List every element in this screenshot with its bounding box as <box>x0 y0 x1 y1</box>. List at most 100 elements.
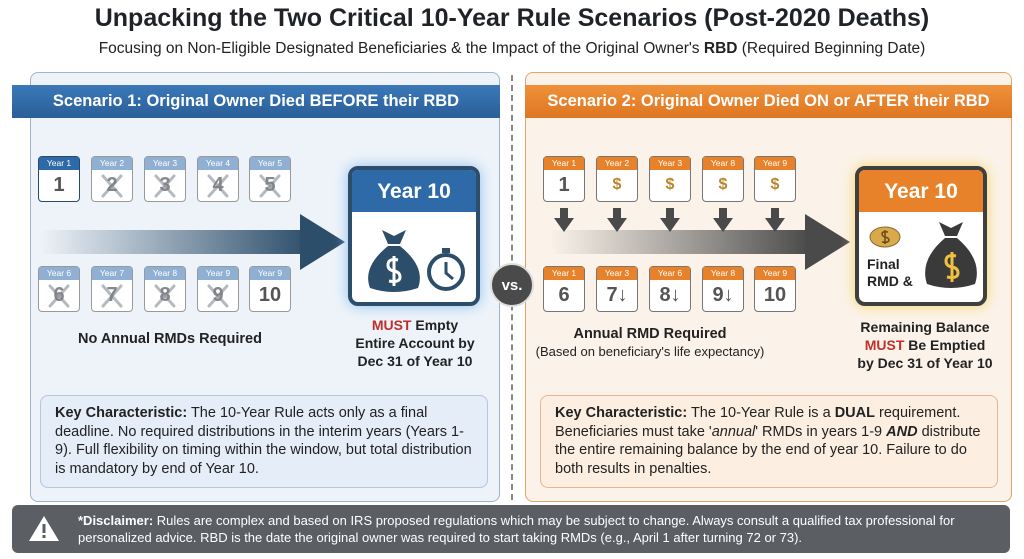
coin-icon: $ <box>612 176 622 193</box>
coin-icon: $ <box>665 176 675 193</box>
key-text: The 10-Year Rule is a <box>687 405 835 421</box>
calendar-label: Year 1 <box>544 157 584 170</box>
result-line: Empty <box>411 317 459 333</box>
calendar-year: Year 9 10 <box>754 266 796 312</box>
down-arrows <box>554 208 785 232</box>
calendar-label: Year 8 <box>145 267 185 280</box>
calendar-year: Year 8 $ <box>702 156 744 202</box>
calendar-year: Year 1 1 <box>38 156 80 202</box>
calendar-number: 7 <box>106 284 118 306</box>
calendar-year: Year 6 8↓ <box>649 266 691 312</box>
result-line: by Dec 31 of Year 10 <box>857 355 993 371</box>
calendar-label: Year 6 <box>39 267 79 280</box>
year10-calendar-scenario2: Year 10 Final RMD & <box>855 166 987 306</box>
result-line: Remaining Balance <box>860 319 990 335</box>
calendar-number: 1 <box>558 174 570 196</box>
final-rmd-text: Final RMD & <box>867 256 913 289</box>
calendar-year: Year 6 6 <box>38 266 80 312</box>
calendar-year: Year 9 10 <box>249 266 291 312</box>
calendar-label: Year 8 <box>703 267 743 280</box>
key-text: The 10-Year Rule acts only as a final de… <box>55 405 472 477</box>
calendar-year: Year 5 5 <box>249 156 291 202</box>
calendar-number: 6 <box>558 284 570 306</box>
disclaimer-text: Rules are complex and based on IRS propo… <box>78 513 955 545</box>
scenario1-key-characteristic: Key Characteristic: The 10-Year Rule act… <box>40 395 488 488</box>
calendar-label: Year 8 <box>703 157 743 170</box>
calendar-year: Year 8 8 <box>144 266 186 312</box>
calendar-number: 3 <box>159 174 171 196</box>
calendar-label: Year 3 <box>145 157 185 170</box>
scenario1-caption: No Annual RMDs Required <box>78 331 262 347</box>
page-title: Unpacking the Two Critical 10-Year Rule … <box>94 4 930 32</box>
calendar-year: Year 1 1 <box>543 156 585 202</box>
key-text: distribute the entire remaining balance … <box>555 423 981 477</box>
must-text: MUST <box>371 317 412 333</box>
calendar-label: Year 1 <box>39 157 79 170</box>
calendar-year: Year 2 2 <box>91 156 133 202</box>
calendar-year: Year 4 4 <box>197 156 239 202</box>
calendar-number: 9↓ <box>712 284 734 306</box>
key-label: Key Characteristic: <box>55 405 188 421</box>
calendar-label: Year 3 <box>650 157 690 170</box>
calendar-year: Year 3 7↓ <box>596 266 638 312</box>
year10-calendar-scenario1: Year 10 <box>348 166 480 306</box>
key-label: Key Characteristic: <box>555 405 688 421</box>
money-bag-icon <box>368 230 465 292</box>
scenario1-banner: Scenario 1: Original Owner Died BEFORE t… <box>12 85 500 118</box>
page-subtitle: Focusing on Non-Eligible Designated Bene… <box>0 40 1024 58</box>
calendar-label: Year 2 <box>597 157 637 170</box>
timeline-arrow-right <box>550 214 850 270</box>
calendar-number: 8↓ <box>659 284 681 306</box>
subtitle-text: Focusing on Non-Eligible Designated Bene… <box>98 40 704 57</box>
key-annual: annual <box>711 423 756 440</box>
calendar-year: Year 3 $ <box>649 156 691 202</box>
result-line: Dec 31 of Year 10 <box>357 353 473 369</box>
warning-icon <box>29 516 59 541</box>
calendar-label: Year 6 <box>650 267 690 280</box>
coin-icon: $ <box>770 176 780 193</box>
year10-label: Year 10 <box>352 170 476 212</box>
calendar-number: 2 <box>106 174 118 196</box>
money-bag-icon <box>925 222 977 288</box>
coin-icon <box>869 226 901 248</box>
calendar-number: 10 <box>763 284 787 306</box>
calendar-number: 4 <box>212 174 224 196</box>
calendar-label: Year 4 <box>198 157 238 170</box>
calendar-label: Year 2 <box>92 157 132 170</box>
calendar-label: Year 7 <box>92 267 132 280</box>
key-dual: DUAL <box>834 405 875 421</box>
disclaimer-label: *Disclaimer: <box>78 513 154 528</box>
vs-badge: vs. <box>490 263 534 307</box>
calendar-label: Year 1 <box>544 267 584 280</box>
calendar-number: 7↓ <box>606 284 628 306</box>
calendar-year: Year 9 9 <box>197 266 239 312</box>
calendar-number: 1 <box>53 174 65 196</box>
scenario2-key-characteristic: Key Characteristic: The 10-Year Rule is … <box>540 395 998 488</box>
timeline-arrow-left <box>40 214 345 270</box>
coin-icon: $ <box>718 176 728 193</box>
calendar-label: Year 3 <box>597 267 637 280</box>
stopwatch-icon <box>427 248 465 291</box>
calendar-year: Year 7 7 <box>91 266 133 312</box>
calendar-year: Year 9 $ <box>754 156 796 202</box>
key-and: AND <box>886 423 918 440</box>
calendar-number: 9 <box>212 284 224 306</box>
calendar-label: Year 9 <box>250 267 290 280</box>
calendar-label: Year 5 <box>250 157 290 170</box>
calendar-number: 10 <box>258 284 282 306</box>
scenario2-result: Remaining Balance MUST Be Emptied by Dec… <box>840 318 1010 372</box>
key-text: requirement. Beneficiaries must take ' <box>555 405 961 440</box>
scenario2-banner: Scenario 2: Original Owner Died ON or AF… <box>525 85 1012 118</box>
key-text: ' RMDs in years 1-9 <box>755 423 887 440</box>
calendar-number: 8 <box>159 284 171 306</box>
calendar-year: Year 3 3 <box>144 156 186 202</box>
calendar-year: Year 1 6 <box>543 266 585 312</box>
scenario2-caption-sub: (Based on beneficiary's life expectancy) <box>535 344 765 359</box>
calendar-year: Year 2 $ <box>596 156 638 202</box>
calendar-number: 6 <box>53 284 65 306</box>
disclaimer-bar: *Disclaimer: Rules are complex and based… <box>12 505 1010 553</box>
year10-label: Year 10 <box>859 170 983 212</box>
scenario2-caption: Annual RMD Required <box>573 326 727 342</box>
result-line: Entire Account by <box>355 335 475 351</box>
calendar-year: Year 8 9↓ <box>702 266 744 312</box>
